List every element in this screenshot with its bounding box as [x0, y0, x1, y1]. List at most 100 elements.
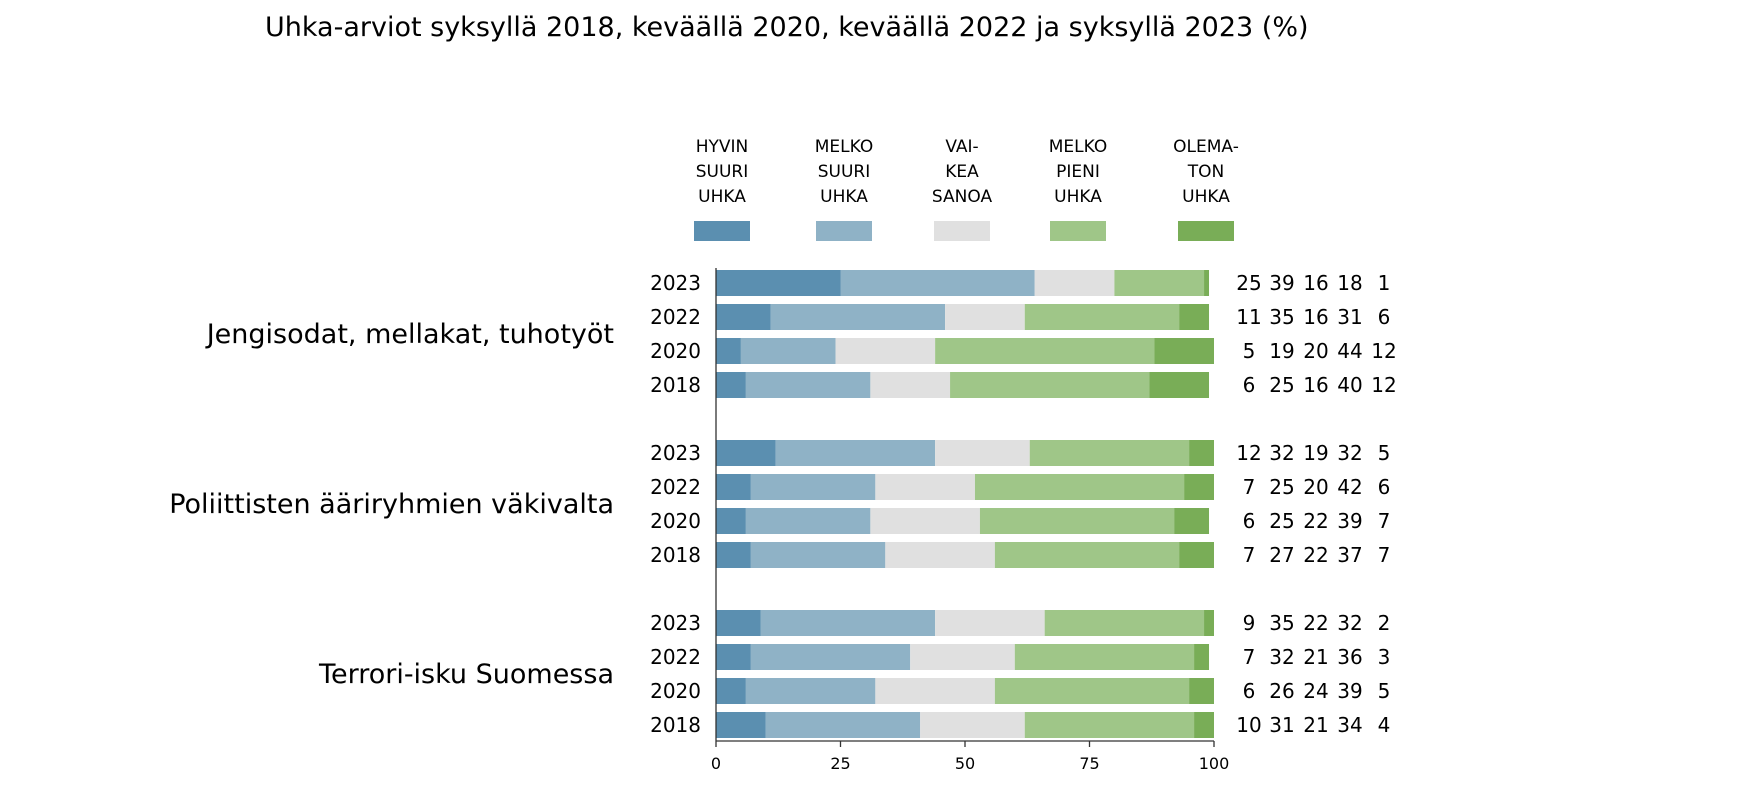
data-value-label: 3: [1378, 645, 1391, 669]
bar-segment: [875, 474, 975, 500]
year-label: 2020: [650, 339, 701, 363]
bar-segment: [935, 610, 1045, 636]
data-value-label: 35: [1269, 305, 1294, 329]
bar-segment: [870, 372, 951, 398]
bar-segment: [950, 372, 1150, 398]
data-value-label: 39: [1337, 509, 1362, 533]
group-label: Poliittisten ääriryhmien väkivalta: [169, 489, 614, 520]
legend-label-line: MELKO: [815, 137, 873, 157]
year-label: 2020: [650, 679, 701, 703]
bar-segment: [1114, 270, 1205, 296]
data-value-label: 22: [1303, 543, 1328, 567]
data-value-label: 12: [1371, 339, 1396, 363]
data-value-label: 32: [1269, 441, 1294, 465]
data-value-label: 42: [1337, 475, 1362, 499]
bar-segment: [1204, 270, 1210, 296]
bar-segment: [1024, 304, 1180, 330]
bar-segment: [745, 678, 876, 704]
bar-segment: [840, 270, 1035, 296]
data-value-label: 36: [1337, 645, 1362, 669]
bar-segment: [716, 304, 771, 330]
legend-swatch: [1050, 221, 1106, 241]
year-label: 2023: [650, 611, 701, 635]
data-value-label: 32: [1269, 645, 1294, 669]
bar-segment: [1179, 542, 1214, 568]
bar-segment: [920, 712, 1025, 738]
bar-segment: [745, 508, 871, 534]
bar-segment: [1044, 610, 1205, 636]
bar-segment: [716, 338, 741, 364]
data-value-label: 27: [1269, 543, 1294, 567]
bar-segment: [1194, 712, 1214, 738]
legend-label-line: MELKO: [1049, 137, 1107, 157]
bar-segment: [1194, 644, 1210, 670]
data-value-label: 16: [1303, 373, 1328, 397]
data-value-label: 21: [1303, 645, 1328, 669]
data-value-label: 11: [1236, 305, 1261, 329]
legend-label-line: TON: [1187, 162, 1224, 182]
legend-swatch: [694, 221, 750, 241]
bar-segment: [1034, 270, 1115, 296]
x-tick-label: 75: [1079, 754, 1099, 773]
year-label: 2022: [650, 645, 701, 669]
bar-segment: [1149, 372, 1210, 398]
data-value-label: 9: [1243, 611, 1256, 635]
data-value-label: 25: [1269, 373, 1294, 397]
bar-segment: [760, 610, 936, 636]
year-label: 2022: [650, 475, 701, 499]
bar-segment: [765, 712, 921, 738]
legend-label-line: SUURI: [696, 162, 749, 182]
year-label: 2023: [650, 441, 701, 465]
legend-label-line: OLEMA-: [1173, 137, 1239, 157]
bar-segment: [935, 440, 1030, 466]
legend-label-line: HYVIN: [696, 137, 749, 157]
data-value-label: 7: [1243, 475, 1256, 499]
bar-segment: [974, 474, 1185, 500]
data-value-label: 35: [1269, 611, 1294, 635]
bar-segment: [1029, 440, 1190, 466]
bar-segment: [994, 678, 1190, 704]
year-label: 2018: [650, 373, 701, 397]
bar-segment: [1014, 644, 1195, 670]
bar-segment: [870, 508, 980, 534]
bar-segment: [1204, 610, 1214, 636]
data-value-label: 2: [1378, 611, 1391, 635]
bar-segment: [745, 372, 871, 398]
legend-swatch: [934, 221, 990, 241]
data-value-label: 20: [1303, 339, 1328, 363]
legend-label-line: PIENI: [1056, 162, 1100, 182]
data-value-label: 40: [1337, 373, 1362, 397]
data-value-label: 1: [1378, 271, 1391, 295]
year-label: 2018: [650, 713, 701, 737]
data-value-label: 4: [1378, 713, 1391, 737]
data-value-label: 44: [1337, 339, 1362, 363]
data-value-label: 7: [1243, 543, 1256, 567]
data-value-label: 7: [1378, 543, 1391, 567]
x-tick-label: 100: [1199, 754, 1230, 773]
data-value-label: 20: [1303, 475, 1328, 499]
legend-label-line: SUURI: [818, 162, 871, 182]
data-value-label: 32: [1337, 441, 1362, 465]
bar-segment: [1174, 508, 1210, 534]
bar-segment: [775, 440, 936, 466]
bar-segment: [1189, 678, 1214, 704]
data-value-label: 5: [1243, 339, 1256, 363]
data-value-label: 25: [1269, 509, 1294, 533]
bar-segment: [750, 644, 911, 670]
year-label: 2020: [650, 509, 701, 533]
bar-segment: [994, 542, 1180, 568]
bar-segment: [945, 304, 1025, 330]
data-value-label: 6: [1243, 373, 1256, 397]
x-axis: 0 25 50 75 100: [711, 268, 1229, 773]
data-value-label: 22: [1303, 509, 1328, 533]
bar-segment: [1179, 304, 1210, 330]
data-value-label: 21: [1303, 713, 1328, 737]
bar-segment: [1189, 440, 1214, 466]
data-value-label: 25: [1269, 475, 1294, 499]
group-label: Terrori-isku Suomessa: [318, 659, 614, 690]
bar-segment: [716, 712, 766, 738]
data-value-label: 26: [1269, 679, 1294, 703]
data-value-label: 39: [1337, 679, 1362, 703]
bar-segment: [835, 338, 936, 364]
bar-segment: [1024, 712, 1195, 738]
